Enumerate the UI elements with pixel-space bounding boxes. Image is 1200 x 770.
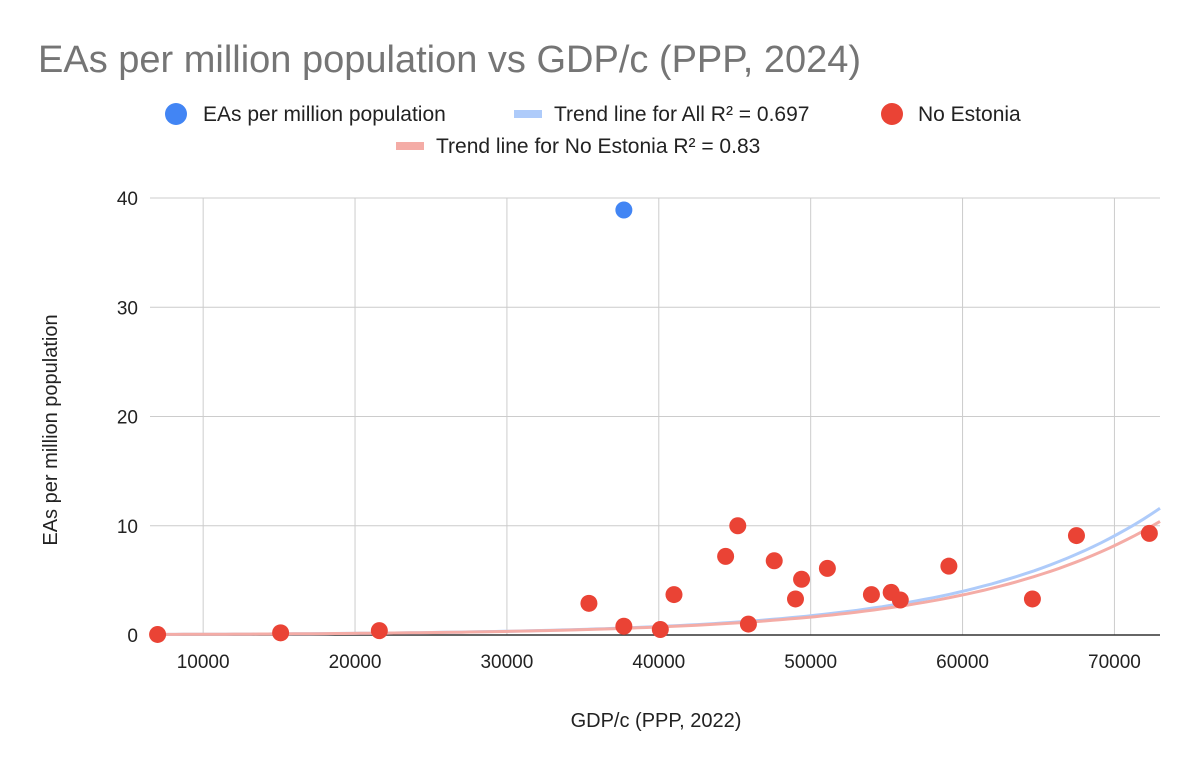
data-point-no-estonia [149,625,167,643]
data-point-no-estonia [862,586,880,604]
legend-item-trend-all[interactable]: Trend line for All R² = 0.697 [514,103,809,126]
data-point-no-estonia [739,615,757,633]
x-tick-label: 50000 [784,652,837,673]
y-tick-label: 0 [127,626,138,647]
legend-marker-trend-all [514,110,542,118]
data-point-all [615,201,633,219]
y-axis-title: EAs per million population [40,314,62,545]
data-point-no-estonia [786,590,804,608]
legend-marker-trend-no-estonia [396,142,424,150]
data-point-no-estonia [818,559,836,577]
x-tick-label: 40000 [632,652,685,673]
legend-item-all[interactable]: EAs per million population [165,103,446,126]
data-point-no-estonia [1140,524,1158,542]
y-tick-label: 30 [117,298,138,319]
legend: EAs per million population Trend line fo… [165,103,1021,158]
x-tick-label: 30000 [480,652,533,673]
legend-label-trend-no-estonia: Trend line for No Estonia R² = 0.83 [436,135,760,158]
x-tick-label: 10000 [177,652,230,673]
trend-line-all [149,507,1161,636]
data-point-no-estonia [1067,527,1085,545]
data-point-no-estonia [272,624,290,642]
legend-marker-all [165,103,187,125]
data-point-no-estonia [665,586,683,604]
trend-lines [149,507,1161,636]
data-point-no-estonia [729,517,747,535]
x-tick-label: 60000 [936,652,989,673]
grid [150,197,1160,636]
data-point-no-estonia [580,594,598,612]
x-tick-label: 70000 [1088,652,1141,673]
data-point-no-estonia [765,552,783,570]
y-tick-label: 10 [117,517,138,538]
tick-labels: 0 10 20 30 40 10000 20000 30000 40000 50000 60000 7… [117,189,1141,673]
legend-item-trend-no-estonia[interactable]: Trend line for No Estonia R² = 0.83 [396,135,760,158]
legend-label-trend-all: Trend line for All R² = 0.697 [554,103,809,126]
y-tick-label: 40 [117,189,138,210]
data-point-no-estonia [1023,590,1041,608]
data-point-no-estonia [793,570,811,588]
x-axis-title: GDP/c (PPP, 2022) [571,710,742,732]
data-point-no-estonia [717,547,735,565]
legend-label-all: EAs per million population [203,103,446,126]
data-point-no-estonia [891,591,909,609]
chart-title: EAs per million population vs GDP/c (PPP… [38,39,861,81]
data-point-no-estonia [615,617,633,635]
legend-marker-no-estonia [881,103,903,125]
y-tick-label: 20 [117,408,138,429]
data-point-no-estonia [940,557,958,575]
x-tick-label: 20000 [329,652,382,673]
data-points [149,201,1158,643]
data-point-no-estonia [370,622,388,640]
legend-item-no-estonia[interactable]: No Estonia [881,103,1021,126]
data-point-no-estonia [651,621,669,639]
legend-label-no-estonia: No Estonia [918,103,1021,126]
